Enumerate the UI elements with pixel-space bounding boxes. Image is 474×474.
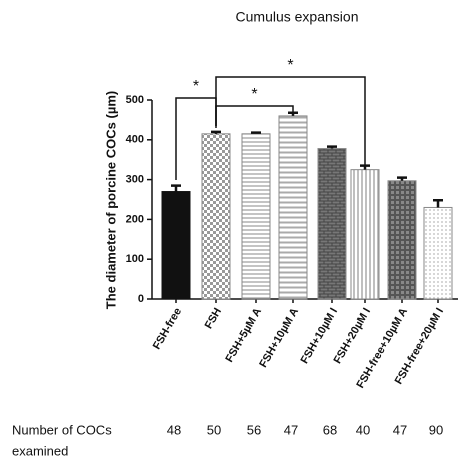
error-bar [211,130,221,134]
bar [387,180,417,300]
bar [423,206,453,300]
bar [317,148,347,300]
significance-bracket [215,76,366,165]
table-count: 40 [356,422,370,437]
error-bar [397,176,407,181]
y-tick-label: 0 [138,293,144,305]
x-tick-label: FSH [203,306,224,331]
x-tick-label: FSH-free [151,306,184,352]
table-count: 47 [393,422,407,437]
table-count: 47 [284,422,298,437]
bar [350,169,380,300]
significance-star: * [251,86,257,103]
y-axis-label: The diameter of porcine COCs (µm) [103,91,118,309]
table-count: 48 [167,422,181,437]
significance-star: * [287,57,293,74]
error-bar [327,145,337,149]
y-tick-label: 400 [126,134,144,146]
table-row-label: Number of COCs [12,422,112,437]
table-count: 56 [247,422,261,437]
error-bar [251,131,261,134]
y-tick-label: 200 [126,213,144,225]
bar [278,115,308,300]
y-tick-label: 100 [126,253,144,265]
table-row-label: examined [12,443,68,458]
table-count: 68 [323,422,337,437]
error-bar [171,184,181,192]
y-tick-label: 300 [126,174,144,186]
x-tick-label: FSH+5µM A [223,306,264,365]
bar [161,191,191,300]
table-count: 90 [429,422,443,437]
bar [241,133,271,300]
table-count: 50 [207,422,221,437]
chart-title: Cumulus expansion [236,9,359,25]
y-tick-label: 500 [126,94,144,106]
x-tick-label: FSH+10µM A [257,306,301,370]
error-bar [433,199,443,208]
significance-star: * [193,78,199,95]
bar [201,133,231,300]
error-bar [360,164,370,170]
